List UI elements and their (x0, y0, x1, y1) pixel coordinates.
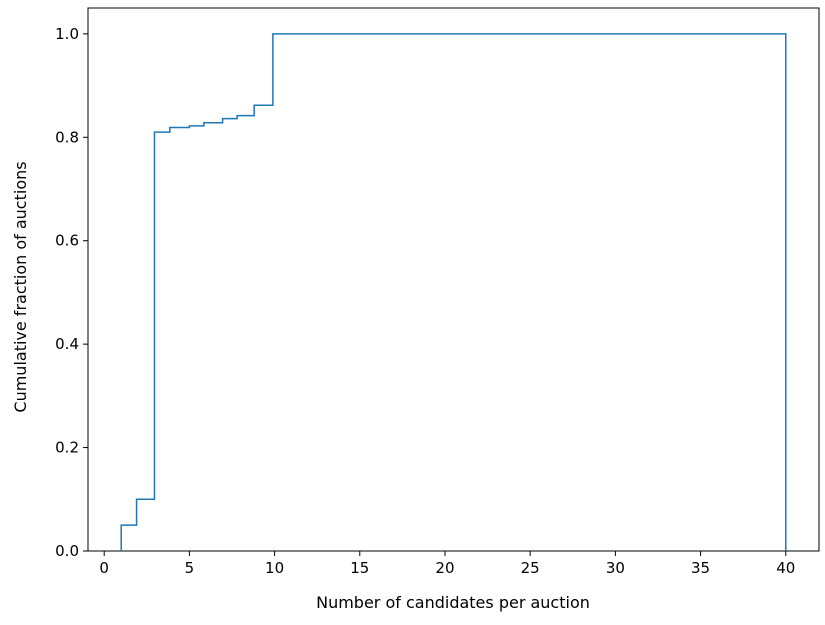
x-tick-label: 0 (99, 559, 109, 577)
y-tick-label: 0.8 (55, 128, 79, 146)
plot-area-border (87, 7, 820, 552)
y-axis-ticks: 0.0 0.2 0.4 0.6 0.8 1.0 (55, 25, 88, 560)
x-tick-label: 30 (606, 559, 625, 577)
x-tick-label: 40 (776, 559, 795, 577)
x-axis-ticks: 0 5 10 15 20 25 30 35 40 (99, 551, 795, 577)
y-tick-label: 0.4 (55, 335, 79, 353)
x-axis-label: Number of candidates per auction (316, 593, 590, 612)
y-tick-label: 0.2 (55, 439, 79, 457)
y-axis-label: Cumulative fraction of auctions (11, 161, 30, 412)
cdf-step-line (120, 33, 787, 551)
axes-frame (87, 7, 820, 552)
y-tick-label: 0.6 (55, 232, 79, 250)
x-tick-label: 20 (435, 559, 454, 577)
y-tick-label: 1.0 (55, 25, 79, 43)
x-tick-label: 35 (691, 559, 710, 577)
x-tick-label: 15 (350, 559, 369, 577)
x-tick-label: 25 (521, 559, 540, 577)
y-tick-label: 0.0 (55, 542, 79, 560)
x-tick-label: 5 (185, 559, 195, 577)
x-tick-label: 10 (265, 559, 284, 577)
series-layer (120, 33, 787, 551)
